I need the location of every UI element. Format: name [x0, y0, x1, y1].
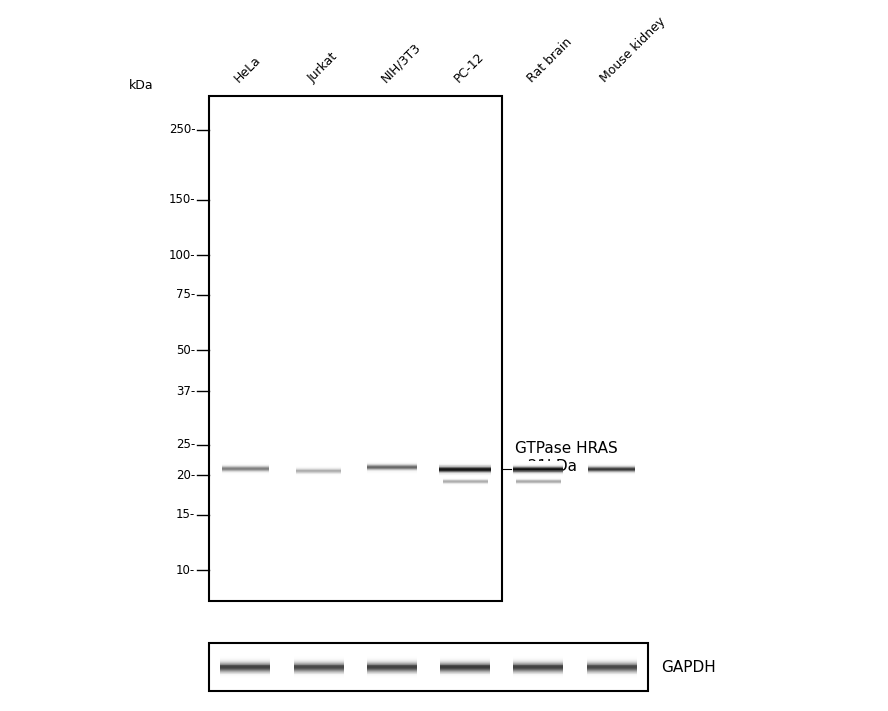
- Text: Rat brain: Rat brain: [525, 36, 575, 85]
- Text: 37-: 37-: [176, 385, 195, 397]
- Text: NIH/3T3: NIH/3T3: [378, 41, 423, 85]
- Text: 15-: 15-: [176, 508, 195, 521]
- Text: ~21kDa: ~21kDa: [515, 459, 577, 474]
- Text: 250-: 250-: [169, 123, 195, 137]
- Text: Mouse kidney: Mouse kidney: [598, 15, 668, 85]
- Text: HeLa: HeLa: [232, 53, 264, 85]
- Text: GTPase HRAS: GTPase HRAS: [515, 442, 618, 456]
- Text: 10-: 10-: [176, 564, 195, 577]
- Text: Jurkat: Jurkat: [305, 50, 340, 85]
- Text: 75-: 75-: [176, 288, 195, 301]
- Text: kDa: kDa: [129, 80, 154, 92]
- Text: GAPDH: GAPDH: [662, 660, 717, 675]
- Text: 25-: 25-: [176, 439, 195, 451]
- Text: 50-: 50-: [176, 343, 195, 356]
- Text: PC-12: PC-12: [451, 50, 487, 85]
- Text: 100-: 100-: [169, 249, 195, 262]
- Text: 150-: 150-: [169, 193, 195, 206]
- Text: 20-: 20-: [176, 469, 195, 482]
